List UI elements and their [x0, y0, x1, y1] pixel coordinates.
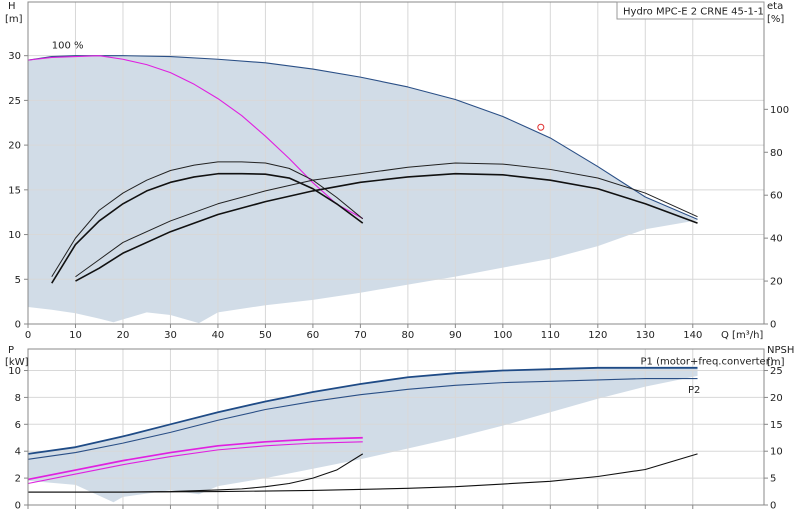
chart-title: Hydro MPC-E 2 CRNE 45-1-1 [623, 7, 764, 18]
panel0-left-tick-label: 0 [15, 320, 21, 331]
panel1-right-tick-label: 10 [770, 447, 783, 458]
panel1-left-axis-name: P [8, 345, 14, 356]
x-tick-label: 80 [402, 330, 415, 341]
x-tick-label: 20 [117, 330, 130, 341]
panel0-curve-2 [51, 161, 364, 278]
panel0-curve-5 [75, 172, 698, 282]
x-tick-label: 10 [69, 330, 82, 341]
duty-point-marker [537, 123, 545, 131]
x-tick-label: 100 [493, 330, 512, 341]
panel1-right-tick-label: 15 [770, 420, 783, 431]
panel1-right-axis-unit: [m] [767, 357, 785, 368]
panel1-right-tick-label: 20 [770, 393, 783, 404]
x-tick-label: 30 [164, 330, 177, 341]
panel1-frame [27, 348, 765, 506]
panel0-left-axis-unit: [m] [5, 14, 23, 25]
speed-annotation-label: 100 % [52, 40, 84, 51]
panel1-left-tick-label: 10 [8, 366, 21, 377]
panel0-right-tick-label: 40 [770, 234, 783, 245]
panel0-right-axis-name: eta [767, 1, 783, 12]
panel0-curve-3 [51, 172, 364, 284]
panel1-left-tick-label: 6 [15, 420, 21, 431]
panel0-right-tick-label: 80 [770, 148, 783, 159]
panel0-left-tick-label: 25 [8, 96, 21, 107]
panel1-right-tick-label: 5 [770, 474, 776, 485]
x-tick-label: 140 [683, 330, 702, 341]
panel0-left-tick-label: 20 [8, 141, 21, 152]
panel0-curve-4 [75, 162, 698, 278]
x-tick-label: 40 [212, 330, 225, 341]
x-tick-label: 50 [259, 330, 272, 341]
panel0-frame [27, 1, 765, 325]
panel0-left-tick-label: 5 [15, 275, 21, 286]
x-tick-label: 60 [307, 330, 320, 341]
panel1-right-tick-label: 0 [770, 501, 776, 512]
panel1-operating-envelope [28, 367, 698, 503]
panel0-left-tick-label: 15 [8, 185, 21, 196]
panel1-left-tick-label: 8 [15, 393, 21, 404]
x-tick-label: 120 [588, 330, 607, 341]
panel1-curve-2 [27, 436, 363, 481]
power-curve-label-0: P1 (motor+freq.converter) [641, 357, 774, 368]
panel0-right-tick-label: 100 [770, 105, 789, 116]
panel1-left-tick-label: 0 [15, 501, 21, 512]
x-tick-label: 0 [25, 330, 31, 341]
x-tick-label: 70 [354, 330, 367, 341]
x-tick-label: 110 [541, 330, 560, 341]
panel1-curve-3 [27, 441, 363, 485]
x-axis-label: Q [m³/h] [721, 330, 763, 341]
x-tick-label: 130 [636, 330, 655, 341]
panel1-curve-5 [28, 453, 698, 493]
panel1-right-axis-name: NPSH [767, 345, 794, 356]
panel1-curve-1 [27, 378, 698, 460]
panel0-right-tick-label: 60 [770, 191, 783, 202]
panel0-right-tick-label: 20 [770, 277, 783, 288]
power-curve-label-1: P2 [688, 385, 700, 396]
panel1-right-tick-label: 25 [770, 366, 783, 377]
panel0-right-axis-unit: [%] [767, 14, 784, 25]
panel0-left-axis-name: H [8, 1, 16, 12]
chart-title-box [616, 1, 765, 20]
panel1-left-tick-label: 2 [15, 474, 21, 485]
panel0-right-tick-label: 0 [770, 320, 776, 331]
panel1-left-axis-unit: [kW] [5, 357, 29, 368]
panel1-curve-0 [27, 366, 698, 455]
panel1-left-tick-label: 4 [15, 447, 21, 458]
panel0-left-tick-label: 30 [8, 51, 21, 62]
panel0-curve-1 [27, 55, 364, 219]
panel0-left-tick-label: 10 [8, 230, 21, 241]
x-tick-label: 90 [449, 330, 462, 341]
